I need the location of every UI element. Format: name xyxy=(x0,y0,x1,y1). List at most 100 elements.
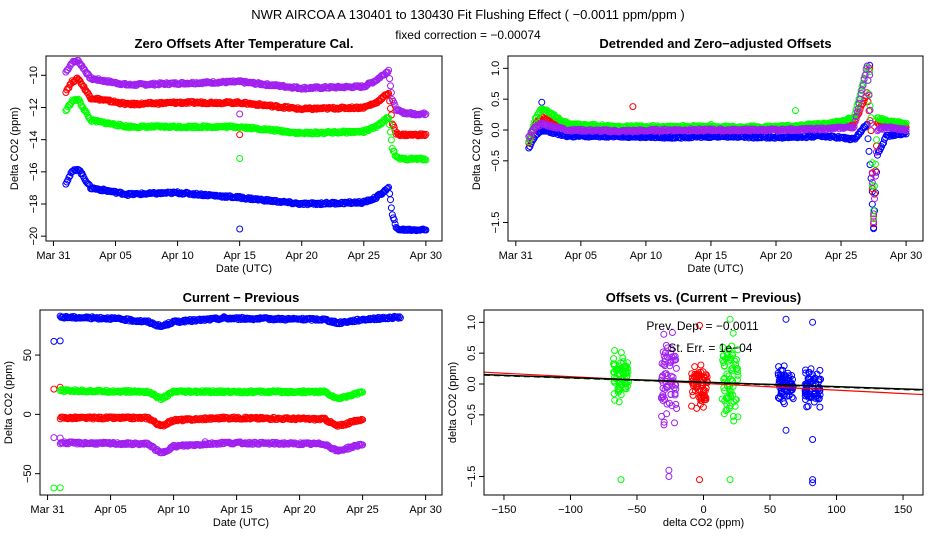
y-tick-label: 0.5 xyxy=(490,92,502,107)
x-tick-label: 100 xyxy=(827,504,845,516)
data-point xyxy=(870,207,878,215)
data-point xyxy=(269,438,277,446)
x-tick-label: Apr 25 xyxy=(346,504,378,516)
data-point xyxy=(614,366,622,374)
data-point xyxy=(868,182,876,189)
x-tick-label: Apr 20 xyxy=(286,250,318,262)
data-point xyxy=(689,391,697,399)
data-point xyxy=(697,393,704,401)
data-point xyxy=(65,84,73,92)
data-point xyxy=(192,189,200,197)
data-point xyxy=(385,89,393,97)
data-point xyxy=(622,370,630,377)
y-tick-label: −12 xyxy=(28,98,40,117)
data-point xyxy=(780,400,788,408)
data-point xyxy=(870,220,878,228)
data-point xyxy=(901,125,909,133)
data-point xyxy=(384,90,392,98)
data-point xyxy=(851,117,859,125)
data-point xyxy=(667,391,675,399)
data-point xyxy=(723,370,731,378)
data-point xyxy=(619,354,627,362)
series-green-upper xyxy=(56,386,367,404)
x-tick-label: Apr 15 xyxy=(223,250,255,262)
data-point xyxy=(622,367,630,375)
data-point xyxy=(50,385,58,393)
data-point xyxy=(778,371,786,379)
data-point xyxy=(669,373,677,381)
outlier-point xyxy=(726,315,734,323)
data-point xyxy=(724,351,731,359)
plot-area xyxy=(525,61,910,233)
data-point xyxy=(610,360,618,368)
data-point xyxy=(870,215,878,223)
data-point xyxy=(661,385,669,393)
series-purple xyxy=(62,57,430,119)
data-point xyxy=(866,102,874,110)
outlier-point xyxy=(782,315,790,323)
data-point xyxy=(703,373,711,381)
data-point xyxy=(525,133,533,141)
data-point xyxy=(852,113,860,120)
data-point xyxy=(417,154,425,162)
y-axis-label: Delta CO2 (ppm) xyxy=(471,107,483,190)
data-point xyxy=(802,369,810,377)
outlier-point xyxy=(809,436,817,443)
y-tick-label: −14 xyxy=(28,130,40,149)
y-tick-label: −0.5 xyxy=(490,150,502,172)
data-point xyxy=(421,155,429,163)
fit-line-red xyxy=(484,371,923,396)
data-point xyxy=(844,115,852,123)
outlier-point xyxy=(726,476,734,484)
data-point xyxy=(540,127,548,135)
series-blue-lower xyxy=(50,337,64,345)
series-blue-upper xyxy=(56,312,404,330)
annotation-slope: Prev. Dep. = −0.0011 xyxy=(646,319,759,333)
series-green-lower xyxy=(50,484,64,492)
x-tick-label: 0 xyxy=(700,504,706,516)
data-point xyxy=(538,98,546,106)
data-point xyxy=(220,313,228,321)
data-point xyxy=(390,216,398,224)
x-axis-label: delta CO2 (ppm) xyxy=(663,517,744,529)
data-point xyxy=(571,120,579,128)
data-point xyxy=(526,132,534,140)
data-point xyxy=(695,371,703,379)
x-tick-label: Apr 20 xyxy=(283,504,315,516)
data-point xyxy=(728,342,736,350)
x-tick-label: Apr 30 xyxy=(890,250,922,262)
data-point xyxy=(863,62,871,70)
y-tick-label: 50 xyxy=(22,349,34,361)
data-point xyxy=(691,126,699,133)
data-point xyxy=(729,329,737,337)
data-point xyxy=(816,384,824,392)
data-point xyxy=(421,132,429,139)
data-point xyxy=(672,364,680,372)
data-point xyxy=(236,131,244,139)
data-point xyxy=(858,86,866,94)
data-point xyxy=(600,127,608,134)
data-point xyxy=(544,121,552,129)
data-point xyxy=(805,369,813,376)
data-point xyxy=(387,128,394,136)
data-point xyxy=(732,396,740,404)
data-point xyxy=(734,413,742,421)
y-tick-label: −18 xyxy=(28,195,40,214)
x-tick-label: 150 xyxy=(894,504,912,516)
data-point xyxy=(422,110,430,118)
data-point xyxy=(672,400,680,408)
data-point xyxy=(236,110,244,118)
data-point xyxy=(730,417,738,425)
data-point xyxy=(629,103,637,111)
x-tick-label: Apr 25 xyxy=(348,250,380,262)
data-point xyxy=(850,123,858,131)
data-point xyxy=(777,389,785,397)
data-point xyxy=(422,226,430,234)
outlier-point xyxy=(809,318,817,326)
data-point xyxy=(50,484,58,492)
data-point xyxy=(855,99,863,107)
outlier-point xyxy=(696,321,703,329)
data-point xyxy=(359,388,367,396)
y-tick-label: −20 xyxy=(28,227,40,246)
series-red xyxy=(525,65,910,228)
